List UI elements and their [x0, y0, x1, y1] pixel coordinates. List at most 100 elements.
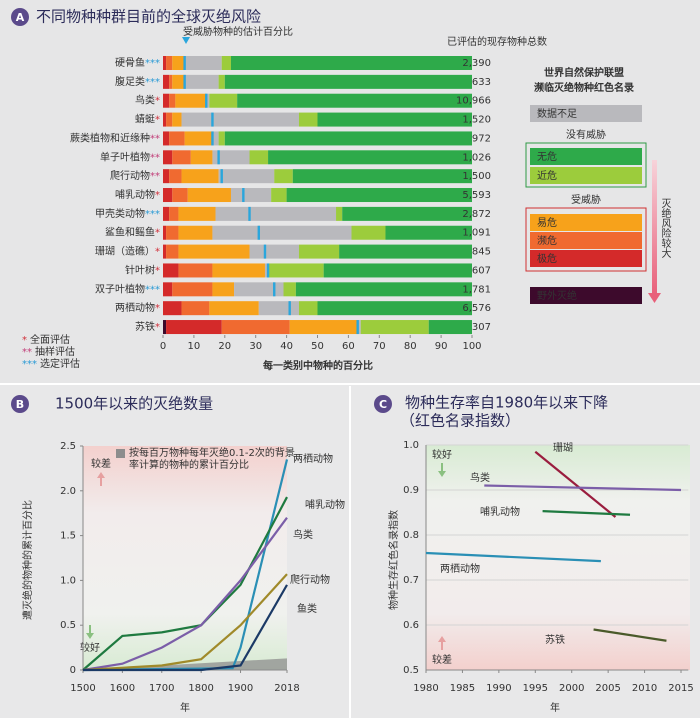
worse-arrow: [438, 636, 446, 650]
bar-segment: [163, 263, 179, 278]
y-tick-label: 1.5: [60, 531, 76, 542]
legend-group-label: 受威胁: [571, 193, 601, 206]
series-line: [82, 573, 288, 672]
x-axis-label: 每一类别中物种的百分比: [263, 359, 373, 372]
worse-label: 较差: [432, 653, 452, 666]
bar-segment: [283, 282, 296, 297]
bar-segment: [178, 225, 213, 240]
threatened-marker: [205, 93, 208, 108]
x-axis-label: 年: [550, 701, 560, 714]
bar-segment: [163, 56, 167, 70]
bar-segment: [181, 112, 299, 127]
category-name: 单子叶植物: [100, 150, 150, 163]
series-line: [534, 450, 617, 518]
legend-swatch: [530, 287, 642, 304]
background-legend: 率计算的物种的累计百分比: [129, 458, 249, 471]
bar-segment: [298, 112, 318, 127]
bar-segment: [298, 301, 318, 316]
count-label: 2,872: [462, 209, 491, 220]
legend-swatch: [530, 214, 642, 231]
legend-group-box: [525, 207, 647, 272]
legend-title: 濒临灭绝物种红色名录: [534, 81, 634, 94]
category-label: 甲壳类动物***: [95, 207, 160, 220]
x-tick-label: 30: [249, 341, 262, 352]
category-name: 蜻蜓: [135, 113, 155, 126]
category-label: 硬骨鱼***: [115, 56, 160, 69]
bar-segment: [166, 244, 179, 259]
category-label: 珊瑚（造礁）*: [95, 245, 160, 258]
bar-segment: [268, 263, 324, 278]
better-label: 较好: [80, 641, 100, 654]
x-tick-label: 2018: [274, 683, 299, 694]
bar-segment: [336, 206, 343, 221]
bar-segment: [274, 169, 293, 184]
count-label: 6,576: [462, 303, 491, 314]
category-name: 哺乳动物: [115, 188, 155, 201]
y-tick-label: 1.0: [403, 440, 419, 451]
count-label: 607: [472, 265, 491, 276]
footnote-mark: ***: [22, 359, 37, 370]
assessment-mark: *: [155, 190, 160, 201]
footnote-text: 全面评估: [30, 333, 70, 346]
badge-letter: A: [16, 11, 25, 24]
y-tick-label: 0.9: [403, 485, 419, 496]
x-tick-label: 50: [311, 341, 324, 352]
bar-segment: [175, 93, 207, 108]
threatened-marker: [273, 282, 276, 297]
category-name: 两栖动物: [115, 301, 155, 314]
bar-segment: [163, 74, 170, 89]
bar-segment: [295, 282, 472, 297]
x-tick-label: 1700: [149, 683, 174, 694]
category-name: 爬行动物: [110, 169, 150, 182]
bar-segment: [249, 244, 299, 259]
x-tick-label: 20: [218, 341, 231, 352]
y-tick-label: 1.0: [60, 575, 76, 586]
x-tick-label: 1980: [413, 683, 438, 694]
count-label: 1,781: [462, 284, 491, 295]
bar-segment: [172, 282, 213, 297]
chart-title: 物种生存率自1980年以来下降: [405, 394, 608, 412]
category-name: 针叶树: [125, 263, 155, 276]
series-label: 哺乳动物: [480, 505, 520, 518]
bar-segment: [163, 225, 167, 240]
legend-swatch: [530, 232, 642, 249]
series-label: 鸟类: [293, 528, 313, 541]
x-tick-label: 2015: [668, 683, 693, 694]
bar-segment: [230, 188, 272, 203]
series-line: [593, 628, 667, 642]
y-tick-label: 2.0: [60, 486, 76, 497]
bar-segment: [212, 225, 352, 240]
threatened-marker: [266, 263, 270, 278]
bar-segment: [357, 320, 361, 335]
bar-segment: [163, 282, 173, 297]
better-arrow: [438, 463, 446, 477]
footnote-text: 抽样评估: [35, 345, 75, 358]
bar-segment: [323, 263, 472, 278]
assessment-mark: **: [150, 171, 160, 182]
series-label: 爬行动物: [290, 573, 330, 586]
bar-segment: [218, 74, 225, 89]
series-label: 珊瑚: [553, 442, 573, 454]
category-label: 蕨类植物和近缘种**: [70, 131, 160, 144]
x-tick-label: 0: [160, 341, 166, 352]
assessment-mark: *: [155, 322, 160, 333]
bar-segment: [212, 282, 235, 297]
bar-segment: [237, 93, 472, 108]
y-axis-label: 物种生存红色名录指数: [387, 510, 400, 610]
bar-segment: [224, 74, 472, 89]
badge: [11, 8, 29, 26]
category-label: 单子叶植物**: [100, 150, 160, 163]
category-name: 珊瑚（造礁）: [95, 245, 155, 258]
x-tick-label: 1600: [110, 683, 135, 694]
legend-label: 无危: [537, 151, 557, 163]
badge: [11, 395, 29, 413]
count-header: 已评估的现存物种总数: [447, 35, 547, 48]
annotation: 受威胁物种的估计百分比: [183, 25, 293, 38]
threatened-marker: [183, 56, 186, 70]
bar-segment: [264, 263, 269, 278]
bar-segment: [163, 320, 167, 335]
category-name: 苏铁: [135, 320, 155, 333]
better-arrow: [86, 625, 94, 639]
bar-segment: [271, 188, 287, 203]
